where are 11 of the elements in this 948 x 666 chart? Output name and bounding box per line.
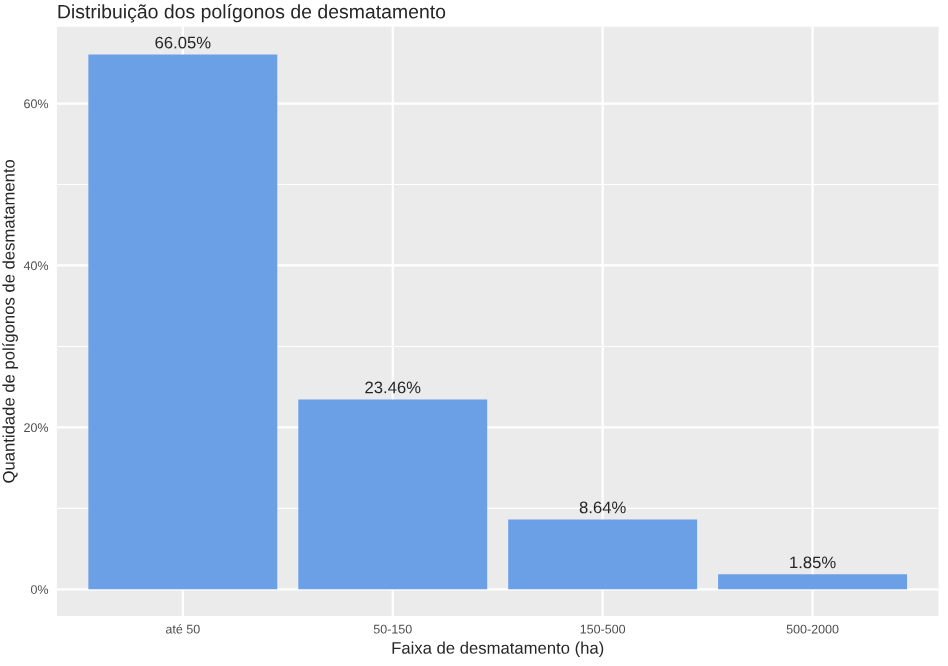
data-label: 1.85% xyxy=(790,556,836,569)
bar xyxy=(718,574,908,590)
y-axis-title: Quantidade de polígonos de desmatamento xyxy=(2,159,18,483)
data-label: 8.64% xyxy=(579,501,626,514)
data-label: 66.05% xyxy=(155,36,211,49)
bar xyxy=(298,399,488,590)
bar xyxy=(88,54,278,590)
x-axis-title: Faixa de desmatamento (ha) xyxy=(392,641,604,658)
data-label: 23.46% xyxy=(365,381,421,394)
bar xyxy=(508,519,698,590)
chart-title: Distribuição dos polígonos de desmatamento xyxy=(58,3,446,23)
